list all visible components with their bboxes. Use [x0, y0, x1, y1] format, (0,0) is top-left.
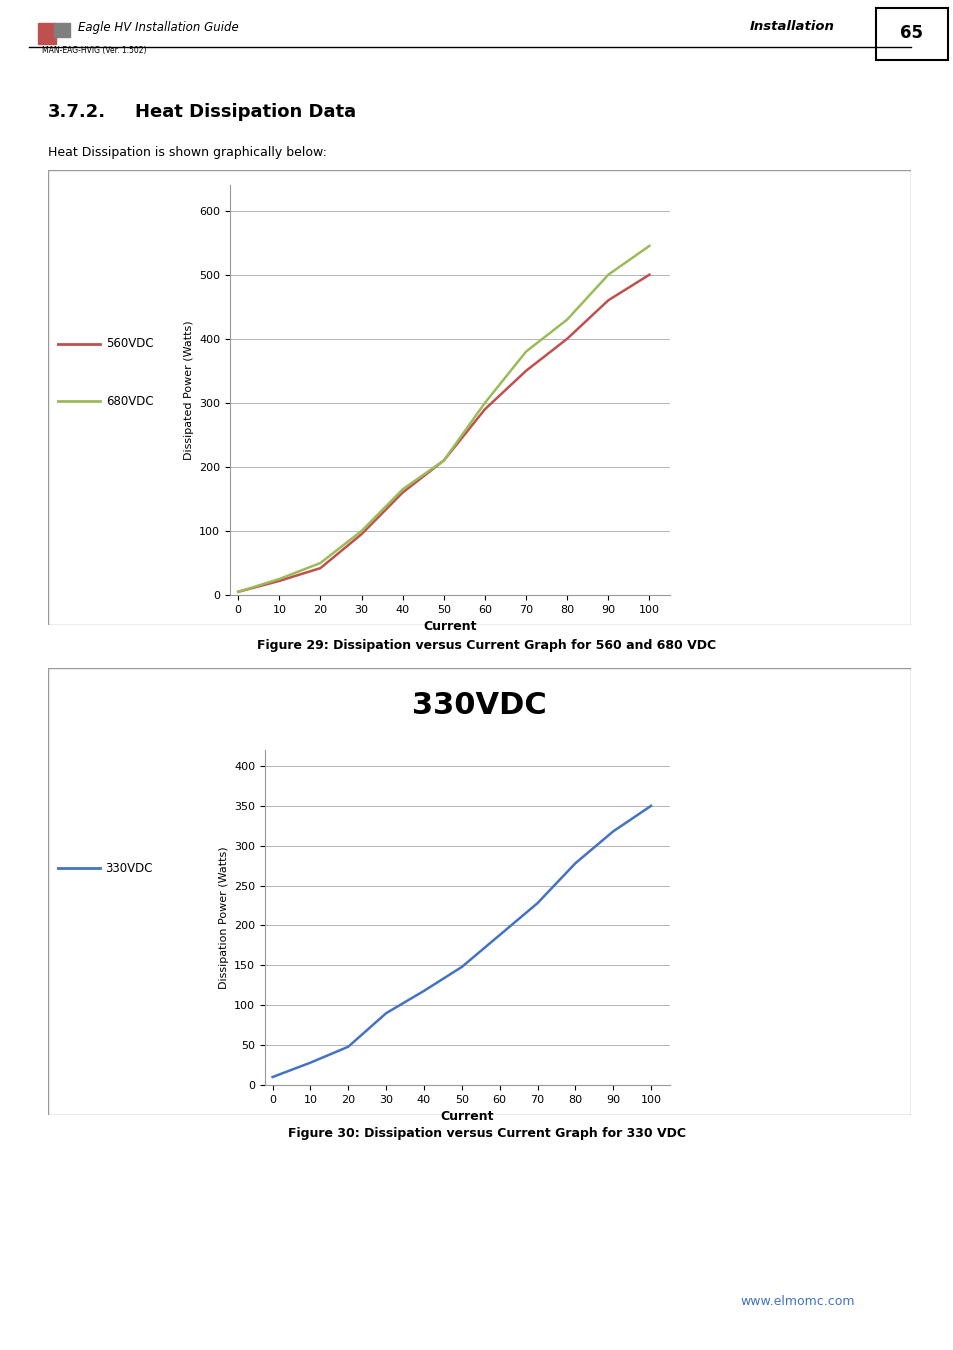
Text: 3.7.2.: 3.7.2. [48, 103, 106, 122]
Text: MAN-EAG-HVIG (Ver. 1.502): MAN-EAG-HVIG (Ver. 1.502) [42, 46, 147, 55]
Text: Eagle HV Installation Guide: Eagle HV Installation Guide [78, 20, 238, 34]
X-axis label: Current: Current [440, 1110, 494, 1123]
Polygon shape [38, 23, 55, 43]
Text: Figure 30: Dissipation versus Current Graph for 330 VDC: Figure 30: Dissipation versus Current Gr… [287, 1127, 685, 1141]
Text: 330VDC: 330VDC [105, 861, 152, 875]
Text: 680VDC: 680VDC [106, 394, 153, 408]
Text: 330VDC: 330VDC [412, 690, 546, 720]
Text: Installation: Installation [749, 20, 834, 34]
X-axis label: Current: Current [423, 620, 476, 633]
Text: Heat Dissipation Data: Heat Dissipation Data [135, 103, 356, 122]
Text: Figure 29: Dissipation versus Current Graph for 560 and 680 VDC: Figure 29: Dissipation versus Current Gr… [256, 639, 716, 652]
Text: 65: 65 [900, 24, 923, 42]
Y-axis label: Dissipation Power (Watts): Dissipation Power (Watts) [218, 846, 229, 988]
Y-axis label: Dissipated Power (Watts): Dissipated Power (Watts) [183, 320, 193, 460]
Text: Heat Dissipation is shown graphically below:: Heat Dissipation is shown graphically be… [48, 146, 326, 159]
Bar [875, 8, 947, 59]
Polygon shape [54, 23, 70, 38]
Text: www.elmomc.com: www.elmomc.com [740, 1295, 854, 1308]
Text: 560VDC: 560VDC [106, 338, 153, 351]
